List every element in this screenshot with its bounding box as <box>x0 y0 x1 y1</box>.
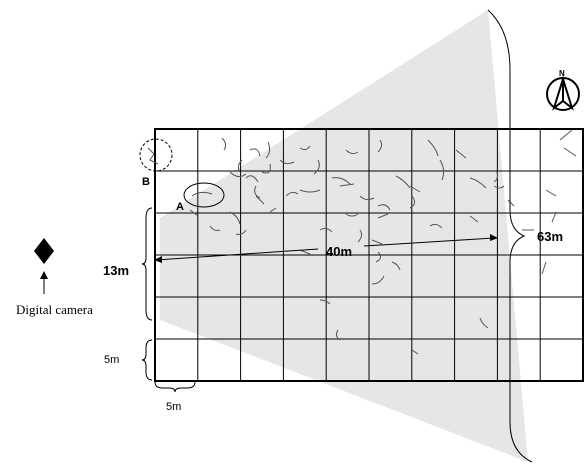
north-label: N <box>559 69 565 78</box>
point-a-crack <box>191 191 213 197</box>
width-arrow-right-head <box>490 234 498 241</box>
camera-label: Digital camera <box>16 302 93 317</box>
cell-width-brace <box>154 381 196 393</box>
point-b-crack <box>147 147 159 165</box>
point-b-label: B <box>142 176 150 188</box>
cell-height-brace <box>141 339 153 381</box>
cell-width-label: 5m <box>166 401 181 413</box>
camera-pointer-head <box>40 271 48 279</box>
depth-label: 13m <box>103 263 129 278</box>
survey-grid <box>154 128 584 382</box>
diamond-camera-icon <box>34 238 54 264</box>
depth-brace <box>141 207 153 321</box>
cell-height-label: 5m <box>104 354 119 366</box>
camera-field-of-view <box>160 10 528 462</box>
range-brace <box>487 9 533 463</box>
north-arrow-icon <box>546 75 580 111</box>
point-a-marker <box>183 182 225 208</box>
width-label: 40m <box>326 244 352 259</box>
width-arrow-right <box>363 237 495 247</box>
point-b-marker <box>139 138 173 172</box>
width-arrow-left <box>155 248 319 261</box>
crack-marks <box>189 129 577 355</box>
point-a-label: A <box>176 201 184 213</box>
width-arrow-left-head <box>154 256 162 263</box>
range-label: 63m <box>537 229 563 244</box>
